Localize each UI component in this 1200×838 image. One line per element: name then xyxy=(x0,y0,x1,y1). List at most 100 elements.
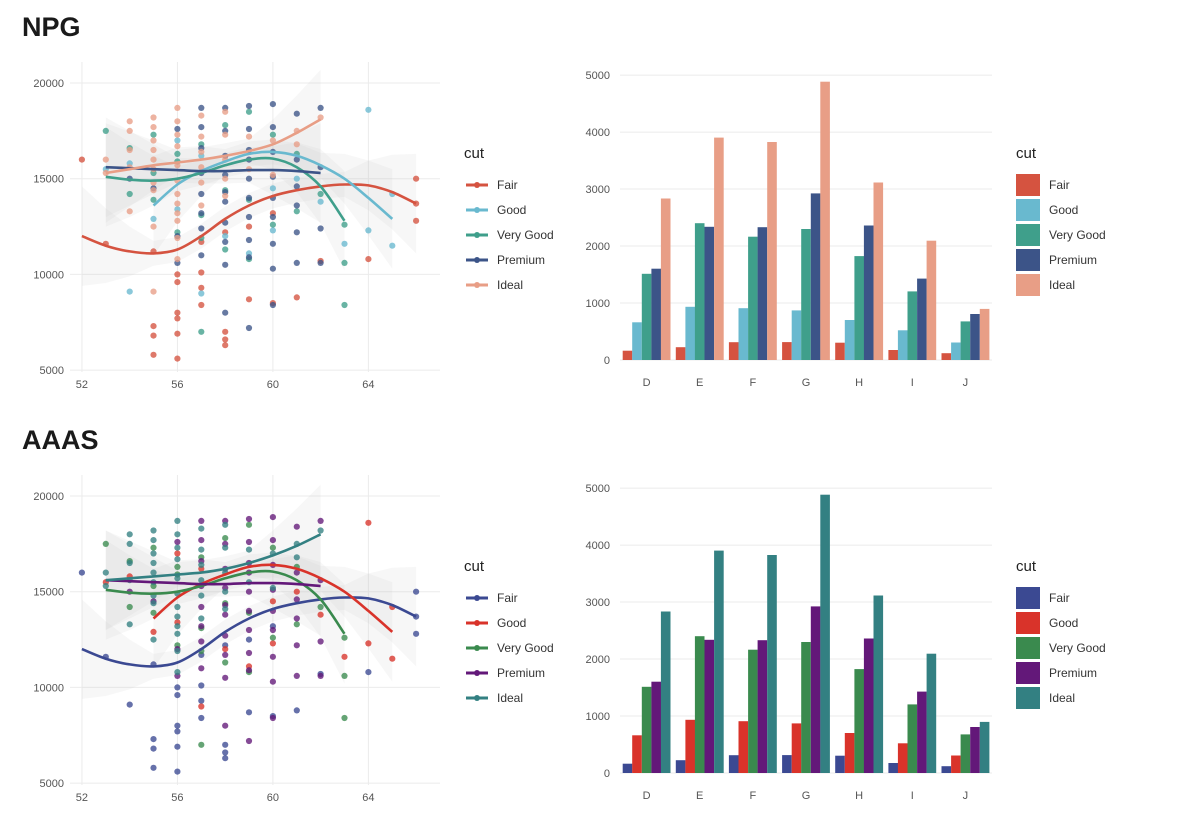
legend-title: cut xyxy=(464,145,485,162)
scatter-point xyxy=(174,630,181,637)
bar-D-premium xyxy=(651,681,661,773)
scatter-point xyxy=(174,271,181,278)
scatter-point xyxy=(293,569,300,576)
bar-E-premium xyxy=(704,226,715,360)
legend-title: cut xyxy=(464,558,485,575)
scatter-point xyxy=(150,628,157,635)
legend-key-very-good xyxy=(1016,224,1040,246)
x-tick-label: 56 xyxy=(171,792,183,804)
scatter-point xyxy=(365,227,372,234)
scatter-point xyxy=(222,674,229,681)
bar-F-fair xyxy=(728,342,739,360)
bar-J-premium xyxy=(970,314,980,360)
x-tick-label: 64 xyxy=(362,379,374,391)
scatter-point xyxy=(198,703,205,710)
scatter-point xyxy=(150,351,157,358)
axis-ticks: D E F G H I J 0 1000 2000 3000 4000 5000 xyxy=(586,70,969,389)
legend-label-good: Good xyxy=(497,616,526,630)
scatter-point xyxy=(245,194,253,201)
legend-label-premium: Premium xyxy=(497,666,545,680)
scatter-point xyxy=(126,118,133,125)
bar-J-good xyxy=(951,342,961,360)
scatter-point xyxy=(269,185,276,192)
scatter-point xyxy=(245,223,253,230)
x-tick-label: 60 xyxy=(267,379,279,391)
bar-F-good xyxy=(738,721,749,773)
scatter-point xyxy=(293,156,300,163)
bar-I-fair xyxy=(888,350,898,360)
scatter-point xyxy=(126,559,133,567)
bars xyxy=(622,494,990,773)
scatter-point xyxy=(174,550,181,557)
scatter-point xyxy=(341,259,348,266)
y-tick-label: 5000 xyxy=(586,483,610,495)
scatter-point xyxy=(269,137,276,144)
scatter-point xyxy=(198,210,205,217)
scatter-point xyxy=(198,133,205,140)
scatter-point xyxy=(245,636,253,643)
scatter-point xyxy=(341,672,348,679)
legend-dot-fair xyxy=(474,595,480,601)
scatter-point xyxy=(317,198,324,205)
scatter-point xyxy=(198,164,205,171)
scatter-point xyxy=(174,355,181,362)
bar-I-good xyxy=(897,330,908,360)
bar-I-ideal xyxy=(926,240,937,360)
legend-label-ideal: Ideal xyxy=(497,278,523,292)
y-tick-label: 4000 xyxy=(586,127,610,139)
scatter-point xyxy=(198,517,205,524)
scatter-point xyxy=(198,697,205,704)
scatter-point xyxy=(293,554,300,561)
scatter-point xyxy=(174,768,181,775)
bar-D-ideal xyxy=(660,611,671,773)
scatter-point xyxy=(341,653,348,660)
scatter-point xyxy=(222,659,229,666)
y-tick-label: 10000 xyxy=(33,682,64,694)
scatter-point xyxy=(245,667,253,674)
scatter-point xyxy=(245,254,253,261)
scatter-point xyxy=(150,745,157,752)
legend-key-very-good xyxy=(1016,637,1040,659)
scatter-point xyxy=(317,611,324,618)
scatter-point xyxy=(150,124,157,131)
scatter-point xyxy=(198,741,205,748)
scatter-point xyxy=(269,626,276,634)
legend-label-good: Good xyxy=(1049,616,1078,630)
y-tick-label: 15000 xyxy=(33,174,64,186)
smooth-line-fair xyxy=(81,596,417,668)
bar-E-ideal xyxy=(714,550,724,773)
scatter-point xyxy=(174,613,181,620)
x-tick-label: 52 xyxy=(76,792,88,804)
bar-J-good xyxy=(951,755,961,773)
legend-label-premium: Premium xyxy=(497,253,545,267)
bar-J-premium xyxy=(970,727,980,773)
bar-I-premium xyxy=(917,691,927,773)
legend-key-fair xyxy=(1016,174,1040,196)
bar-I-very-good xyxy=(907,704,918,773)
axis-ticks: D E F G H I J 0 1000 2000 3000 4000 5000 xyxy=(586,483,969,802)
x-tick-label: 56 xyxy=(171,379,183,391)
scatter-point xyxy=(245,709,253,716)
bar-G-premium xyxy=(810,606,821,773)
scatter-point xyxy=(198,112,205,119)
x-tick-label: F xyxy=(749,377,756,389)
scatter-point xyxy=(150,137,157,144)
scatter-point xyxy=(174,309,181,316)
scatter-point xyxy=(174,190,181,198)
scatter-point xyxy=(174,556,181,563)
scatter-point xyxy=(198,615,205,622)
scatter-point xyxy=(293,141,300,148)
scatter-point xyxy=(222,521,229,528)
scatter-point xyxy=(245,546,253,553)
bar-F-ideal xyxy=(767,142,777,360)
scatter-point xyxy=(413,217,420,224)
scatter-point xyxy=(174,623,181,630)
legend-label-good: Good xyxy=(497,203,526,217)
bar-D-ideal xyxy=(660,198,671,360)
scatter-point xyxy=(150,187,157,194)
x-tick-label: G xyxy=(802,377,811,389)
scatter-point xyxy=(222,198,229,205)
scatter-point xyxy=(245,125,253,133)
bar-E-premium xyxy=(704,639,715,773)
scatter-point xyxy=(413,175,420,182)
